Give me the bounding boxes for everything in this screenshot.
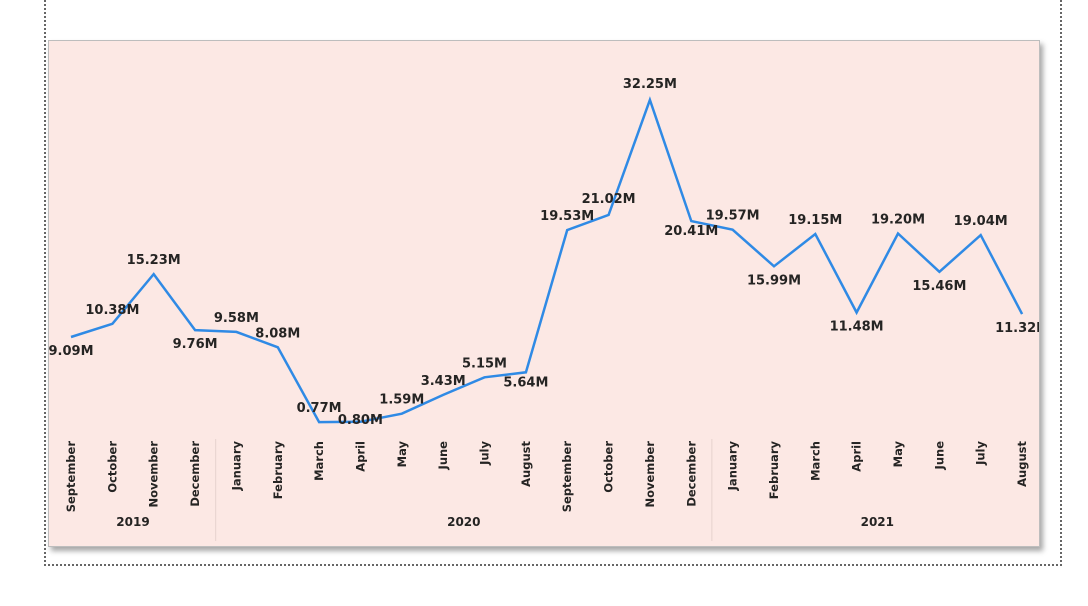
year-separators xyxy=(215,439,713,541)
data-label: 19.20M xyxy=(871,213,925,228)
month-tick-label: April xyxy=(850,441,864,472)
data-label: 15.99M xyxy=(747,273,801,288)
month-tick-label: October xyxy=(105,441,119,493)
x-axis-year-labels: 2019 2020 2021 xyxy=(116,515,894,529)
line-chart-panel: 9.09M 10.38M 15.23M 9.76M 9.58M 8.08M 0.77M 0.8… xyxy=(48,40,1040,547)
month-tick-label: September xyxy=(64,441,78,513)
month-tick-label: September xyxy=(560,441,574,513)
data-label: 32.25M xyxy=(623,77,677,92)
data-label: 3.43M xyxy=(421,374,466,389)
data-label: 9.09M xyxy=(49,344,94,359)
data-label: 8.08M xyxy=(255,326,300,341)
series-line[interactable] xyxy=(70,96,1024,424)
month-tick-label: May xyxy=(395,441,409,468)
data-label: 10.38M xyxy=(85,303,139,318)
month-tick-label: July xyxy=(974,440,988,465)
data-label: 9.76M xyxy=(173,337,218,352)
visual-container-border xyxy=(44,0,1062,566)
data-label: 1.59M xyxy=(379,393,424,408)
data-label: 0.77M xyxy=(297,401,342,416)
month-tick-label: February xyxy=(767,441,781,500)
month-tick-label: November xyxy=(643,441,657,508)
data-label: 15.46M xyxy=(912,279,966,294)
month-tick-label: January xyxy=(726,440,740,491)
month-tick-label: November xyxy=(147,441,161,508)
month-tick-label: December xyxy=(188,441,202,507)
data-label: 19.04M xyxy=(954,214,1008,229)
month-tick-label: October xyxy=(602,441,616,493)
data-label: 9.58M xyxy=(214,311,259,326)
month-tick-label: January xyxy=(229,440,243,491)
data-label: 11.48M xyxy=(830,320,884,335)
data-label: 19.57M xyxy=(706,209,760,224)
month-tick-label: March xyxy=(312,441,326,481)
data-label: 20.41M xyxy=(664,224,718,239)
month-tick-label: July xyxy=(478,440,492,465)
data-label: 15.23M xyxy=(127,253,181,268)
data-label: 5.15M xyxy=(462,356,507,371)
data-label: 5.64M xyxy=(503,375,548,390)
month-tick-label: February xyxy=(271,441,285,500)
month-tick-label: March xyxy=(808,441,822,481)
year-tick-label: 2021 xyxy=(861,515,894,529)
month-tick-label: December xyxy=(684,441,698,507)
year-tick-label: 2019 xyxy=(116,515,149,529)
month-tick-label: May xyxy=(891,441,905,468)
year-tick-label: 2020 xyxy=(447,515,480,529)
data-label: 21.02M xyxy=(582,192,636,207)
month-tick-label: June xyxy=(932,441,946,471)
data-label: 19.53M xyxy=(540,209,594,224)
x-axis-month-labels: September October November December January F… xyxy=(64,440,1029,512)
data-label: 11.32M xyxy=(995,321,1039,336)
month-tick-label: August xyxy=(1015,441,1029,487)
month-tick-label: April xyxy=(353,441,367,472)
data-label: 0.80M xyxy=(338,413,383,428)
data-label: 19.15M xyxy=(788,213,842,228)
month-tick-label: June xyxy=(436,441,450,471)
month-tick-label: August xyxy=(519,441,533,487)
